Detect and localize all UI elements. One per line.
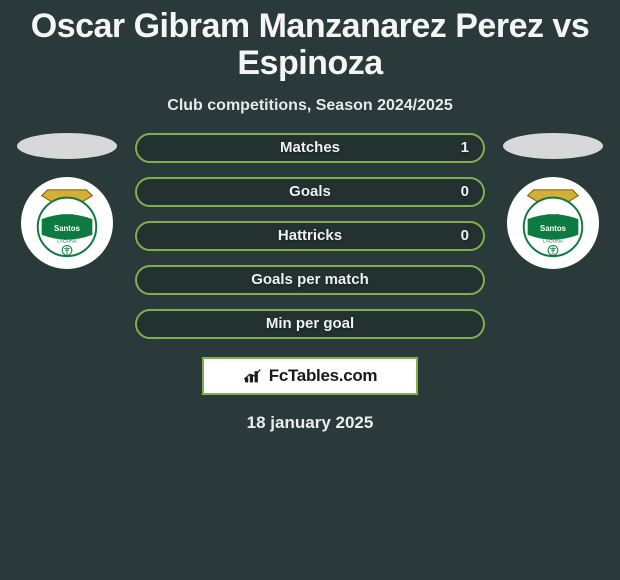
svg-text:LAGUNA: LAGUNA xyxy=(543,238,564,244)
stat-row-matches: Matches 1 xyxy=(135,133,485,163)
svg-text:Santos: Santos xyxy=(540,224,567,233)
brand-label: FcTables.com xyxy=(269,366,378,386)
player-left-column: Santos CLUB LAGUNA xyxy=(17,133,117,269)
svg-text:LAGUNA: LAGUNA xyxy=(57,238,78,244)
snapshot-date: 18 january 2025 xyxy=(0,395,620,433)
stat-row-goals-per-match: Goals per match xyxy=(135,265,485,295)
santos-laguna-crest-icon: Santos CLUB LAGUNA xyxy=(514,184,592,262)
season-subtitle: Club competitions, Season 2024/2025 xyxy=(0,87,620,133)
page-title: Oscar Gibram Manzanarez Perez vs Espinoz… xyxy=(0,0,620,87)
bar-chart-icon xyxy=(243,368,263,384)
stats-column: Matches 1 Goals 0 Hattricks 0 Goals per … xyxy=(135,133,485,339)
player-left-avatar xyxy=(17,133,117,159)
stat-label: Matches xyxy=(280,139,340,156)
svg-text:CLUB: CLUB xyxy=(61,213,74,219)
santos-laguna-crest-icon: Santos CLUB LAGUNA xyxy=(28,184,106,262)
stat-label: Min per goal xyxy=(266,315,354,332)
player-left-club-badge: Santos CLUB LAGUNA xyxy=(21,177,113,269)
stat-label: Hattricks xyxy=(278,227,342,244)
stat-value: 1 xyxy=(461,139,469,156)
stat-label: Goals per match xyxy=(251,271,369,288)
stat-value: 0 xyxy=(461,183,469,200)
player-right-column: Santos CLUB LAGUNA xyxy=(503,133,603,269)
brand-box[interactable]: FcTables.com xyxy=(202,357,418,395)
stat-value: 0 xyxy=(461,227,469,244)
svg-text:CLUB: CLUB xyxy=(547,213,560,219)
stat-row-hattricks: Hattricks 0 xyxy=(135,221,485,251)
comparison-area: Santos CLUB LAGUNA Matches 1 Goals 0 Hat… xyxy=(0,133,620,339)
player-right-club-badge: Santos CLUB LAGUNA xyxy=(507,177,599,269)
stat-row-goals: Goals 0 xyxy=(135,177,485,207)
stat-row-min-per-goal: Min per goal xyxy=(135,309,485,339)
player-right-avatar xyxy=(503,133,603,159)
svg-text:Santos: Santos xyxy=(54,224,81,233)
stat-label: Goals xyxy=(289,183,331,200)
